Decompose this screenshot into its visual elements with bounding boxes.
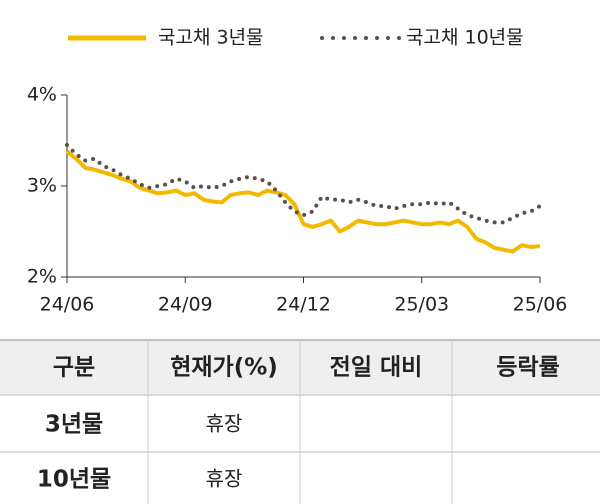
row-label: 3년물 xyxy=(45,412,103,438)
x-tick-label: 24/06 xyxy=(40,294,95,316)
series-line xyxy=(65,143,542,225)
legend-label: 국고채 3년물 xyxy=(158,27,264,49)
cell: 휴장 xyxy=(206,412,243,436)
x-tick-label: 24/12 xyxy=(276,294,331,316)
y-tick-label: 2% xyxy=(27,266,57,288)
y-tick-label: 3% xyxy=(27,175,57,197)
x-tick-label: 25/03 xyxy=(394,294,449,316)
x-tick-label: 24/09 xyxy=(158,294,213,316)
y-tick-label: 4% xyxy=(27,84,57,106)
x-tick-label: 25/06 xyxy=(513,294,568,316)
series-line xyxy=(65,149,541,254)
table-header: 등락률 xyxy=(496,355,559,381)
table-header: 구분 xyxy=(53,355,95,381)
cell: 휴장 xyxy=(206,467,243,491)
table-header: 전일 대비 xyxy=(330,355,423,381)
row-label: 10년물 xyxy=(37,467,111,493)
table-header: 현재가(%) xyxy=(170,355,278,381)
legend-label: 국고채 10년물 xyxy=(406,27,524,49)
